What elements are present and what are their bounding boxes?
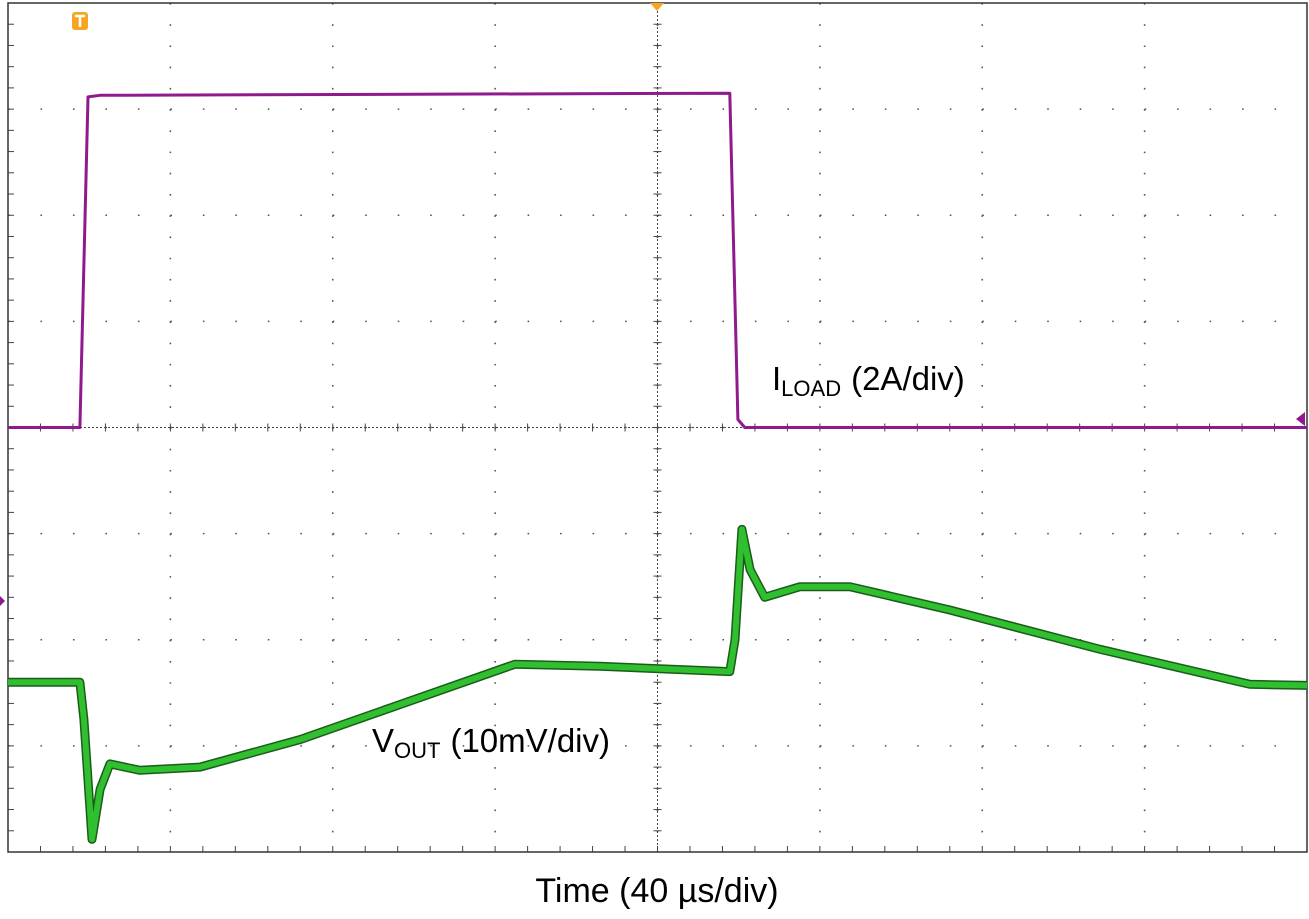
label-sub: LOAD [781,376,841,401]
channel-marker [1296,412,1305,426]
series-label: ILOAD (2A/div) [772,360,965,401]
label-sub: OUT [394,738,440,763]
trace [8,526,1308,843]
series-label: VOUT (10mV/div) [372,722,610,763]
x-axis-label: Time (40 µs/div) [535,872,778,910]
trigger-glyph [75,14,85,27]
channel-marker [0,596,5,606]
label-rest: (2A/div) [851,360,965,397]
label-main: V [372,722,394,759]
label-main: I [772,360,781,397]
traces [8,91,1308,844]
label-rest: (10mV/div) [450,722,610,759]
trace [8,91,1307,429]
trigger-position [650,3,664,11]
